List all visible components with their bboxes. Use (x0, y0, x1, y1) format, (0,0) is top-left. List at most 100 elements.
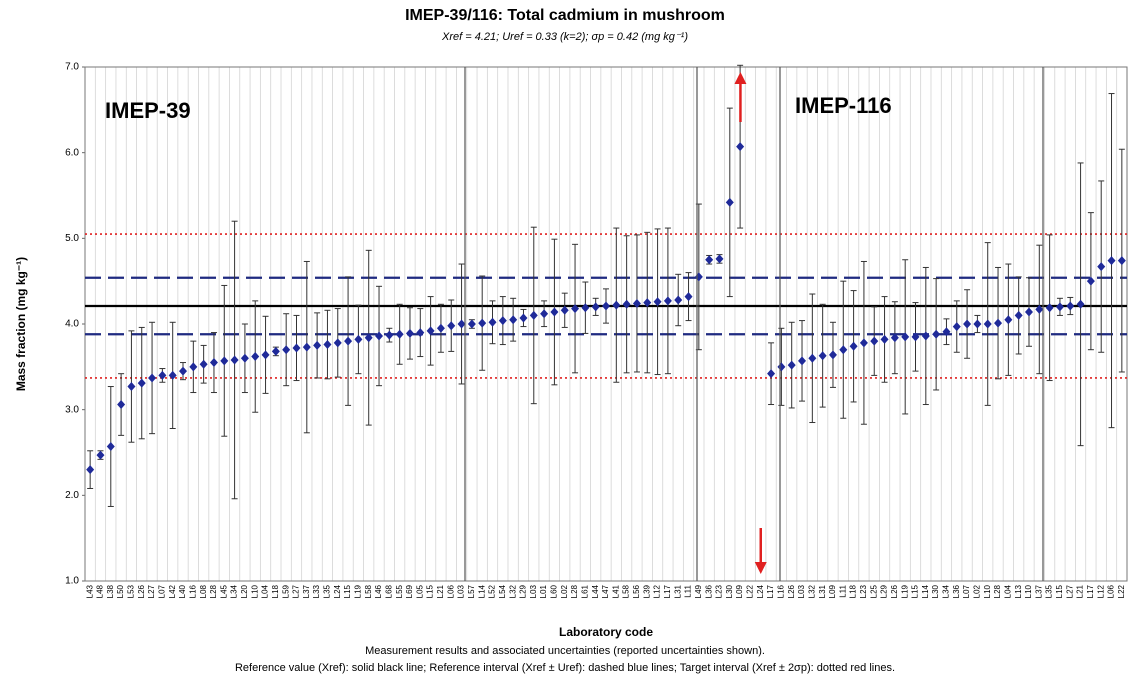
x-tick-label: L49 (694, 584, 703, 598)
x-tick-label: L09 (735, 584, 744, 598)
data-point (849, 341, 858, 351)
data-point (911, 332, 920, 342)
data-point (313, 340, 322, 350)
x-tick-label: L37 (302, 584, 311, 598)
data-point (416, 328, 425, 338)
x-tick-label: L11 (684, 584, 693, 597)
data-point (550, 307, 559, 317)
y-tick-label: 2.0 (65, 490, 79, 501)
data-point (1035, 304, 1044, 314)
x-tick-label: L18 (271, 584, 280, 598)
x-tick-label: L34 (942, 584, 951, 598)
data-point (498, 316, 507, 326)
data-point (942, 327, 951, 337)
chart-title: IMEP-39/116: Total cadmium in mushroom (405, 7, 725, 24)
data-point (240, 353, 249, 363)
data-point (106, 442, 115, 452)
data-point (271, 346, 280, 356)
chart-subtitle: Xref = 4.21; Uref = 0.33 (k=2); σp = 0.4… (441, 31, 688, 43)
data-point (148, 373, 157, 383)
x-tick-label: L06 (446, 584, 455, 598)
x-tick-label: L46 (374, 584, 383, 598)
x-tick-label: L44 (591, 584, 600, 598)
data-point (736, 142, 745, 152)
group-annotation: IMEP-116 (795, 93, 892, 118)
data-point (798, 356, 807, 366)
x-tick-label: L03 (529, 584, 538, 598)
x-tick-label: L33 (312, 584, 321, 598)
data-point (302, 342, 311, 352)
x-tick-label: L03 (457, 584, 466, 598)
x-tick-label: L48 (96, 584, 105, 598)
x-tick-label: L12 (1096, 584, 1105, 598)
y-tick-label: 4.0 (65, 319, 79, 330)
x-tick-label: L52 (488, 584, 497, 598)
x-tick-label: L54 (498, 584, 507, 598)
data-point (333, 338, 342, 348)
x-tick-label: L43 (85, 584, 94, 598)
x-tick-label: L22 (1117, 584, 1126, 598)
data-point (168, 370, 177, 380)
x-tick-label: L36 (704, 584, 713, 598)
x-tick-label: L32 (807, 584, 816, 598)
data-point (674, 295, 683, 305)
x-tick-label: L25 (869, 584, 878, 598)
data-point (725, 197, 734, 207)
data-point (282, 345, 291, 355)
data-point (591, 302, 600, 312)
x-tick-label: L26 (890, 584, 899, 598)
data-point (1014, 310, 1023, 320)
x-tick-label: L07 (962, 584, 971, 598)
data-point (1117, 256, 1126, 266)
data-point (251, 352, 260, 362)
x-tick-label: L09 (828, 584, 837, 598)
x-tick-label: L32 (508, 584, 517, 598)
x-tick-label: L24 (756, 584, 765, 598)
data-point (447, 321, 456, 331)
group-annotation: IMEP-39 (105, 98, 191, 123)
data-point (179, 366, 188, 376)
x-tick-label: L69 (405, 584, 414, 598)
data-point (519, 313, 528, 323)
x-tick-label: L59 (281, 584, 290, 598)
data-point (529, 310, 538, 320)
x-tick-label: L15 (343, 584, 352, 598)
data-point (478, 318, 487, 328)
x-tick-label: L05 (415, 584, 424, 598)
data-point (209, 358, 218, 368)
x-tick-label: L16 (776, 584, 785, 598)
x-tick-label: L53 (127, 584, 136, 598)
x-tick-label: L10 (983, 584, 992, 598)
data-point (1076, 299, 1085, 309)
data-point (96, 450, 105, 460)
x-tick-label: L29 (880, 584, 889, 598)
data-point (890, 333, 899, 343)
x-tick-label: L30 (931, 584, 940, 598)
x-tick-label: L29 (519, 584, 528, 598)
x-tick-label: L58 (622, 584, 631, 598)
y-tick-label: 7.0 (65, 62, 79, 73)
x-tick-label: L14 (477, 584, 486, 598)
data-point (354, 334, 363, 344)
data-point (540, 309, 549, 319)
x-tick-label: L17 (766, 584, 775, 598)
x-tick-label: L42 (168, 584, 177, 598)
x-tick-label: L08 (199, 584, 208, 598)
data-point (818, 351, 827, 361)
x-tick-label: L04 (261, 584, 270, 598)
x-tick-label: L31 (673, 584, 682, 598)
x-tick-label: L28 (209, 584, 218, 598)
data-point (1004, 315, 1013, 325)
x-tick-label: L18 (849, 584, 858, 598)
x-tick-label: L60 (550, 584, 559, 598)
x-tick-label: L27 (147, 584, 156, 598)
data-point (839, 345, 848, 355)
x-tick-label: L27 (292, 584, 301, 598)
x-tick-label: L22 (746, 584, 755, 598)
data-point (261, 350, 270, 360)
x-tick-label: L23 (859, 584, 868, 598)
x-tick-label: L07 (157, 584, 166, 598)
x-tick-label: L13 (1014, 584, 1023, 598)
data-point (436, 323, 445, 333)
data-point (787, 360, 796, 370)
